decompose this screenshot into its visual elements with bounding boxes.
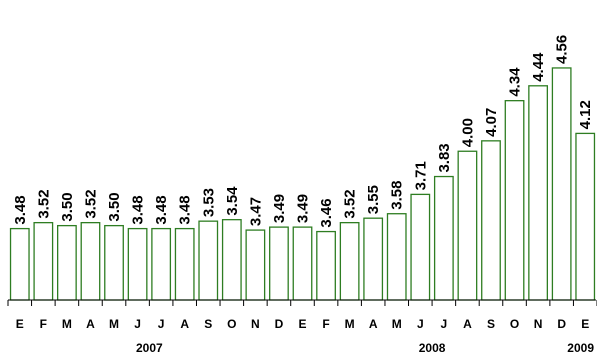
bar-2: [57, 224, 77, 301]
tick-label-5: J: [134, 317, 141, 331]
tick-label-14: M: [345, 317, 355, 331]
bar-9: [221, 219, 242, 301]
tick-label-9: O: [227, 317, 236, 331]
tick-label-18: J: [441, 317, 448, 331]
bar-6: [151, 227, 172, 301]
value-label-8: 3.53: [200, 188, 217, 217]
tick-label-12: E: [298, 317, 306, 331]
tick-label-8: S: [204, 317, 212, 331]
tick-label-21: O: [510, 317, 519, 331]
value-label-2: 3.50: [59, 192, 76, 221]
value-label-23: 4.56: [554, 35, 571, 64]
bar-1: [33, 221, 54, 301]
bar-22: [528, 85, 548, 301]
x-axis-ticks-group: [7, 300, 597, 306]
bar-16: [386, 213, 407, 301]
bar-4: [104, 224, 124, 301]
value-label-7: 3.48: [177, 195, 194, 224]
bars-group: [9, 67, 596, 301]
value-label-5: 3.48: [130, 195, 147, 224]
year-label-2007: 2007: [136, 341, 163, 355]
tick-label-7: A: [180, 317, 189, 331]
bar-3: [80, 221, 101, 301]
tick-label-10: N: [251, 317, 260, 331]
tick-label-11: D: [275, 317, 284, 331]
bar-11: [269, 226, 289, 301]
bar-13: [316, 230, 336, 301]
value-label-18: 3.83: [436, 143, 453, 172]
bar-19: [457, 150, 478, 301]
year-label-2009: 2009: [567, 341, 594, 355]
tick-label-4: M: [109, 317, 119, 331]
bar-20: [481, 140, 501, 301]
value-label-21: 4.34: [507, 67, 524, 97]
bar-5: [127, 227, 148, 301]
bar-8: [198, 220, 219, 301]
bar-15: [363, 217, 384, 301]
tick-label-16: M: [392, 317, 402, 331]
tick-label-17: J: [417, 317, 424, 331]
bar-24: [575, 132, 596, 301]
tick-label-6: J: [158, 317, 165, 331]
tick-label-1: F: [40, 317, 47, 331]
bar-21: [504, 100, 525, 301]
value-label-3: 3.52: [82, 189, 99, 218]
bar-14: [339, 221, 360, 301]
value-label-19: 4.00: [459, 118, 476, 147]
value-labels-group: 3.48 3.52 3.50 3.52 3.50 3.48 3.48 3.48 3.53 3.54…: [12, 35, 594, 228]
bar-10: [245, 229, 266, 301]
value-label-1: 3.52: [35, 189, 52, 218]
tick-label-15: A: [369, 317, 378, 331]
value-label-10: 3.47: [247, 197, 264, 226]
tick-label-22: N: [534, 317, 543, 331]
value-label-13: 3.46: [318, 198, 335, 227]
value-label-11: 3.49: [271, 194, 288, 223]
year-labels-group: 2007 2008 2009: [136, 341, 594, 355]
value-label-24: 4.12: [577, 100, 594, 129]
tick-label-19: A: [463, 317, 472, 331]
tick-label-20: S: [487, 317, 495, 331]
bar-7: [174, 227, 195, 301]
value-label-17: 3.71: [412, 161, 429, 190]
tick-label-3: A: [86, 317, 95, 331]
bar-18: [433, 175, 454, 301]
value-label-20: 4.07: [483, 108, 500, 137]
bar-0: [9, 227, 30, 301]
year-label-2008: 2008: [419, 341, 446, 355]
tick-label-13: F: [322, 317, 329, 331]
tick-label-0: E: [16, 317, 24, 331]
tick-label-24: E: [581, 317, 589, 331]
value-label-14: 3.52: [342, 189, 359, 218]
value-label-15: 3.55: [365, 185, 382, 214]
bar-17: [410, 193, 431, 301]
value-label-9: 3.54: [224, 186, 241, 216]
tick-label-2: M: [62, 317, 72, 331]
value-label-16: 3.58: [389, 181, 406, 210]
value-label-12: 3.49: [295, 194, 312, 223]
value-label-22: 4.44: [530, 52, 547, 82]
value-label-0: 3.48: [12, 195, 29, 224]
tick-label-23: D: [557, 317, 566, 331]
bar-23: [551, 67, 572, 301]
bar-12: [292, 226, 313, 301]
value-label-4: 3.50: [106, 192, 123, 221]
value-label-6: 3.48: [153, 195, 170, 224]
